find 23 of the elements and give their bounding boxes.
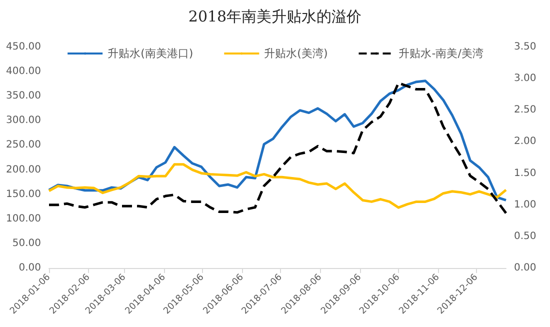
y2-tick-label: 1.00 — [514, 199, 536, 210]
chart-title: 2018年南美升贴水的溢价 — [188, 8, 362, 26]
y-tick-label: 450.00 — [6, 42, 41, 52]
legend-label: 升贴水(美湾) — [264, 47, 328, 60]
y2-tick-label: 2.50 — [514, 104, 536, 116]
y-tick-label: 200.00 — [6, 164, 41, 176]
legend-label: 升贴水(南美港口) — [108, 47, 194, 60]
y-tick-label: 400.00 — [6, 66, 41, 78]
y2-tick-label: 0.50 — [514, 230, 536, 242]
y-tick-label: 0.00 — [18, 262, 41, 274]
y-tick-label: 300.00 — [6, 115, 41, 126]
y-tick-label: 150.00 — [6, 188, 41, 200]
y2-tick-label: 0.00 — [514, 262, 536, 274]
y-tick-label: 50.00 — [12, 238, 41, 249]
y-tick-label: 100.00 — [6, 213, 41, 224]
y-tick-label: 350.00 — [6, 90, 41, 102]
y2-tick-label: 1.50 — [514, 168, 536, 179]
y-tick-label: 250.00 — [6, 140, 41, 151]
y2-tick-label: 3.50 — [514, 42, 536, 52]
y2-tick-label: 2.00 — [514, 136, 536, 148]
y2-tick-label: 3.00 — [514, 73, 536, 84]
line-series — [48, 163, 508, 209]
legend-label: 升贴水-南美/美湾 — [398, 47, 484, 60]
